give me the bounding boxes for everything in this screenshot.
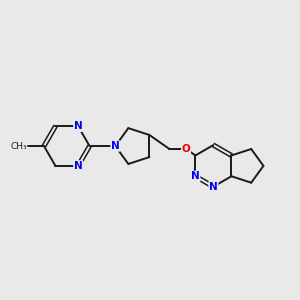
Text: N: N: [74, 121, 82, 131]
Text: N: N: [191, 171, 200, 181]
Text: N: N: [111, 141, 120, 151]
Text: N: N: [74, 161, 82, 171]
Text: N: N: [209, 182, 218, 192]
Text: CH₃: CH₃: [11, 142, 27, 151]
Text: O: O: [182, 144, 190, 154]
